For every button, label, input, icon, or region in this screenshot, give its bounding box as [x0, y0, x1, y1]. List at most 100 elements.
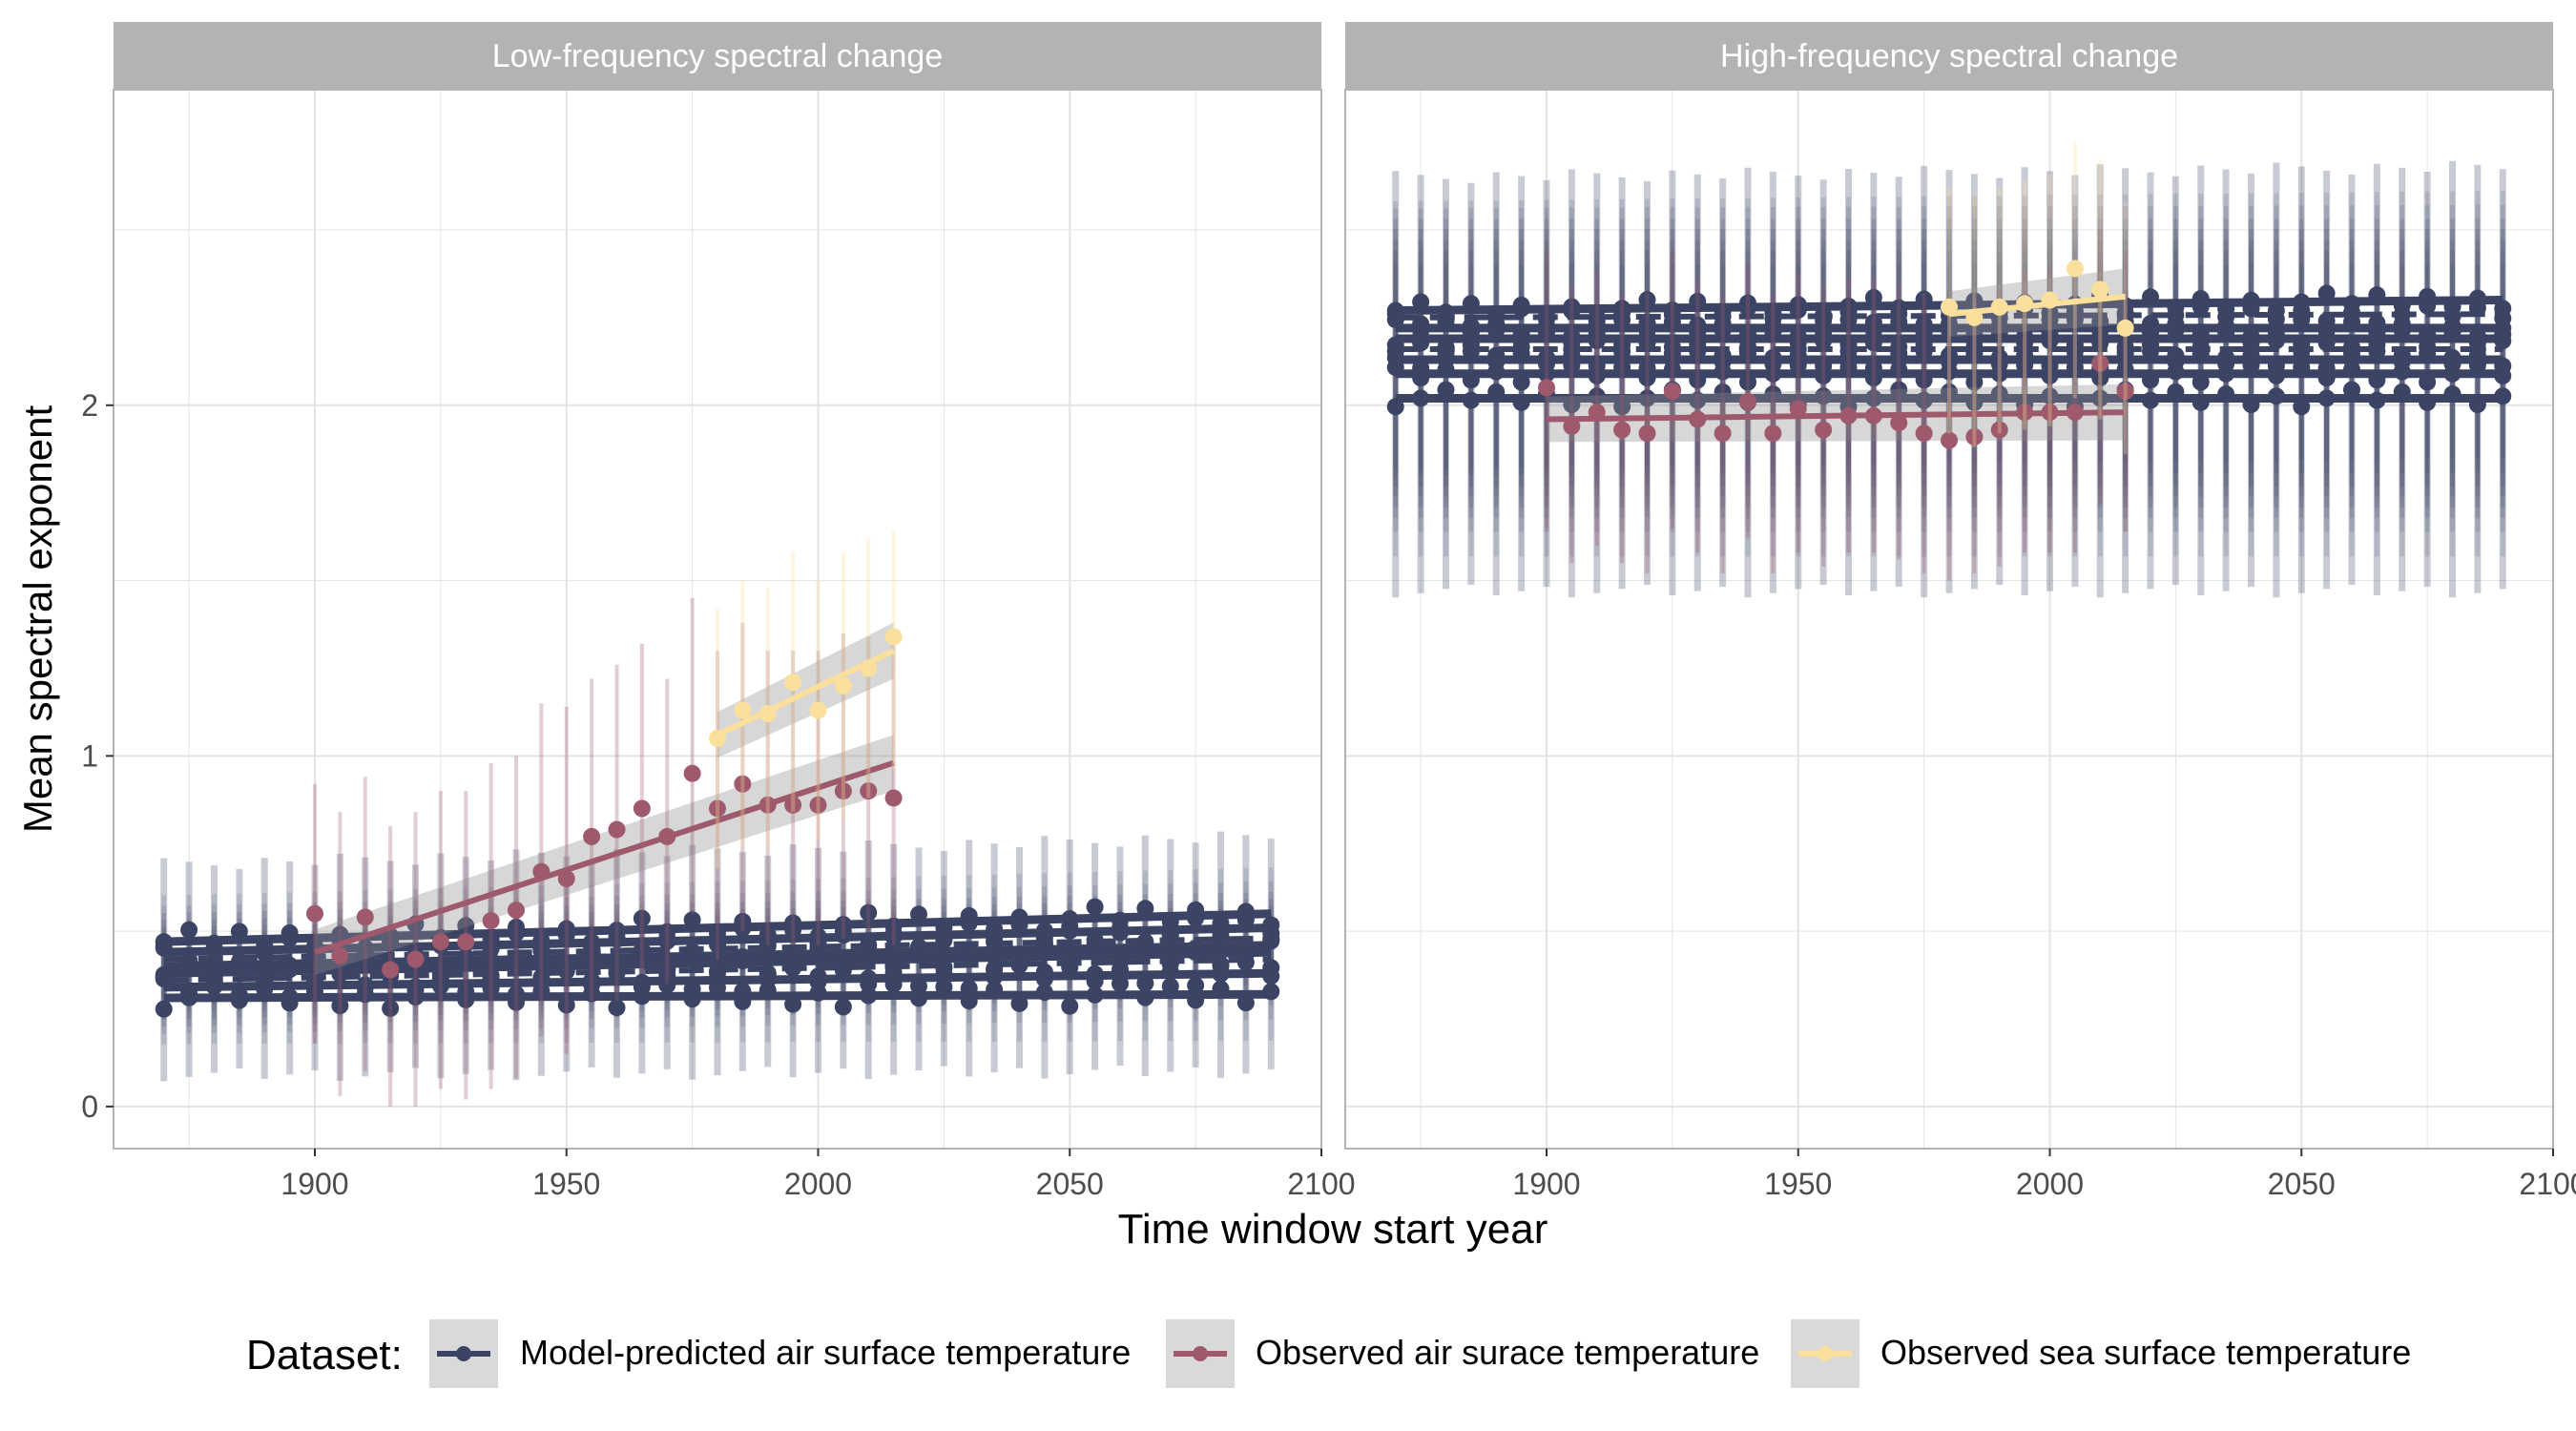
model-point: [709, 924, 726, 943]
observed-air-point: [2116, 383, 2134, 401]
model-point: [1462, 371, 1480, 389]
model-point: [910, 989, 927, 1007]
model-point: [834, 916, 852, 934]
model-point: [1890, 381, 1908, 399]
model-point: [1563, 298, 1581, 316]
y-tick-label: 2: [81, 388, 98, 423]
model-point: [1613, 300, 1631, 318]
model-point: [1061, 910, 1079, 928]
model-point: [1512, 325, 1530, 343]
model-point: [1512, 393, 1530, 411]
model-point: [1990, 348, 2008, 366]
model-point: [1187, 939, 1205, 957]
model-point: [1538, 306, 1555, 324]
observed-air-series-high-frequency: [1538, 230, 2134, 581]
model-point: [1462, 391, 1480, 409]
model-point: [2419, 325, 2437, 343]
model-point: [2192, 290, 2210, 308]
x-tick-label: 2100: [1287, 1167, 1355, 1201]
model-point: [1638, 389, 1656, 407]
model-point: [860, 969, 878, 987]
model-point: [280, 923, 299, 942]
model-point: [1915, 371, 1933, 389]
model-point: [2016, 327, 2034, 345]
model-point: [658, 923, 676, 941]
model-point: [608, 922, 626, 940]
model-point: [2317, 359, 2336, 377]
model-point: [1386, 336, 1404, 354]
panel-strip-high-frequency: [1345, 22, 2553, 90]
model-point: [2066, 336, 2084, 354]
model-point: [280, 988, 299, 1006]
x-tick-label: 1950: [532, 1167, 600, 1201]
model-point: [2091, 389, 2109, 407]
model-point: [2419, 393, 2437, 411]
observed-sea-point: [809, 701, 827, 719]
model-point: [1638, 291, 1656, 309]
model-point: [683, 943, 701, 961]
x-tick-label: 2100: [2519, 1167, 2576, 1201]
model-point: [1437, 381, 1455, 399]
model-point: [1136, 974, 1154, 992]
model-point: [2217, 348, 2235, 366]
model-point: [2343, 338, 2360, 356]
observed-sea-point: [2066, 259, 2084, 278]
model-point: [2142, 315, 2159, 333]
model-point: [2267, 357, 2285, 375]
model-point: [1941, 346, 1958, 364]
legend-item-observed-sea: Observed sea surface temperature: [1791, 1319, 2411, 1388]
observed-sea-point: [2041, 291, 2059, 309]
model-point: [1010, 994, 1028, 1012]
model-point: [1864, 313, 1882, 331]
model-point: [1689, 371, 1707, 389]
x-tick-label: 2050: [1036, 1167, 1104, 1201]
model-point: [1187, 901, 1205, 919]
observed-air-point: [709, 799, 726, 818]
model-point: [1739, 325, 1756, 343]
legend-title: Dataset:: [246, 1332, 403, 1379]
panel-low-frequency: Low-frequency spectral change 1900 1950 20…: [81, 22, 1356, 1201]
observed-air-series-low-frequency: [306, 597, 903, 1107]
model-point: [1890, 299, 1908, 317]
model-point: [155, 965, 173, 984]
observed-air-point: [1538, 379, 1555, 397]
model-point: [960, 979, 978, 997]
model-point: [1789, 327, 1807, 345]
model-point: [532, 968, 551, 986]
model-point: [482, 966, 500, 985]
model-point: [180, 951, 198, 969]
model-point: [1035, 922, 1053, 940]
observed-sea-point: [884, 628, 903, 646]
model-point: [1965, 325, 1984, 343]
model-point: [382, 999, 400, 1017]
observed-air-point: [2016, 404, 2034, 422]
model-point: [935, 958, 953, 976]
model-point: [1262, 916, 1280, 934]
model-point: [960, 906, 978, 924]
model-point: [960, 992, 978, 1010]
y-axis-title: Mean spectral exponent: [15, 405, 60, 834]
model-point: [2217, 300, 2235, 318]
model-point: [1815, 357, 1833, 375]
model-point: [1086, 964, 1104, 983]
model-point: [1161, 913, 1179, 931]
model-point: [406, 978, 425, 996]
model-point: [758, 964, 777, 982]
panel-high-frequency: High-frequency spectral change 1900 1950 2…: [1344, 22, 2576, 1201]
model-point: [1236, 941, 1255, 959]
observed-air-point: [1563, 417, 1581, 435]
model-point: [1187, 991, 1205, 1009]
observed-air-point: [1764, 425, 1782, 443]
model-point: [633, 909, 651, 927]
x-tick-label: 1900: [1512, 1167, 1580, 1201]
legend-key-point-observed-air: [1193, 1346, 1208, 1361]
observed-air-point: [1965, 427, 1984, 446]
model-point: [784, 914, 802, 932]
model-point: [884, 917, 903, 935]
model-point: [557, 996, 575, 1014]
panel-border-high-frequency: [1344, 89, 2554, 1150]
model-point: [457, 947, 475, 965]
model-point: [508, 985, 525, 1004]
model-point: [986, 920, 1004, 938]
model-point: [1010, 908, 1028, 926]
